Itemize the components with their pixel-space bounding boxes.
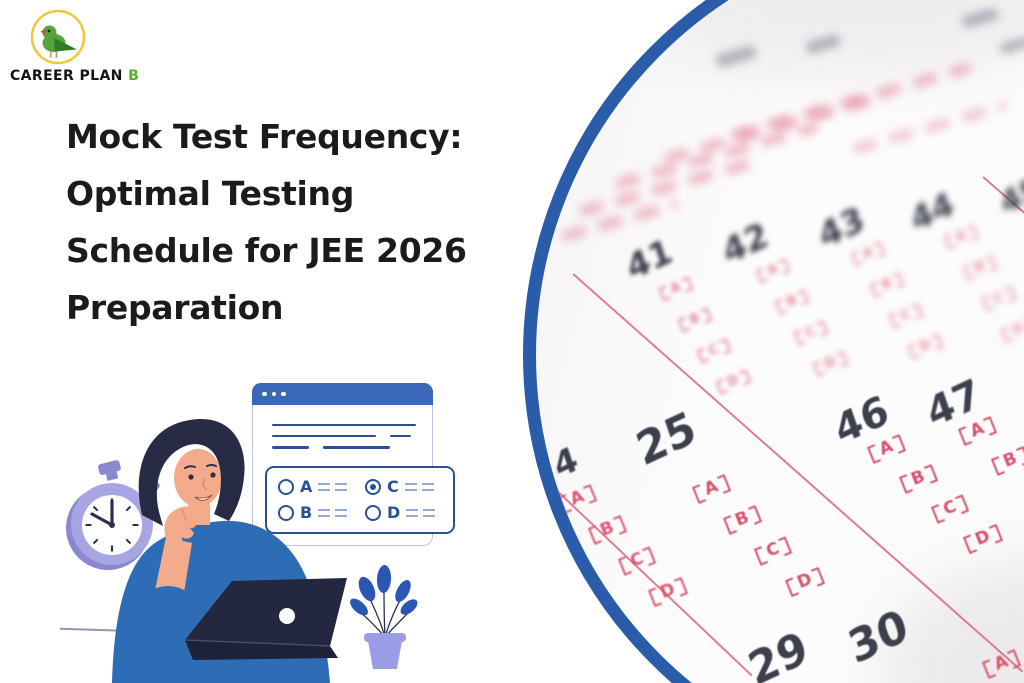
- omr-bubble: B: [774, 289, 809, 315]
- omr-question-number: 25: [630, 402, 703, 477]
- page-title-line: Preparation: [66, 288, 284, 327]
- omr-bubble: A: [850, 241, 886, 268]
- window-dot-icon: [271, 391, 276, 397]
- omr-bubble: D: [907, 333, 943, 360]
- omr-sheet-layer: 41ABCD42ABCD43ABCD44ABCD45ABCD4ABCD25ABC…: [536, 0, 1024, 683]
- quiz-options-card: A C B D: [265, 466, 455, 534]
- omr-question-number: 43: [813, 198, 870, 258]
- quiz-option-letter: C: [387, 477, 399, 496]
- page-title-line: Optimal Testing: [66, 174, 355, 213]
- omr-bubble: B: [962, 255, 997, 281]
- quiz-option-a: A: [278, 479, 355, 495]
- omr-bubble: B: [723, 504, 763, 535]
- omr-bubble: D: [963, 523, 1004, 555]
- omr-bubble: C: [888, 303, 923, 329]
- omr-bubble: B: [677, 307, 712, 333]
- text-line: [389, 435, 412, 438]
- radio-icon: [278, 505, 294, 521]
- omr-bubble: D: [1000, 316, 1024, 343]
- omr-bubble: A: [943, 224, 979, 251]
- quiz-option-b: B: [278, 505, 355, 521]
- answer-dashes: [406, 508, 439, 518]
- quiz-option-letter: B: [300, 503, 313, 522]
- omr-question-number: 29: [742, 622, 815, 683]
- omr-bubble: D: [715, 368, 751, 395]
- brand-name: CAREER PLAN B: [10, 68, 139, 84]
- page-title-line: Mock Test Frequency:: [66, 117, 463, 156]
- brand-name-accent: B: [128, 68, 140, 84]
- omr-bubble: C: [793, 320, 828, 346]
- bird-icon: [30, 9, 86, 65]
- answer-dashes: [318, 508, 351, 518]
- blurred-bubble-row: [851, 100, 1009, 155]
- browser-text-lines: [272, 424, 416, 458]
- page-title-line: Schedule for JEE 2026: [66, 231, 467, 270]
- quiz-option-d: D: [365, 505, 442, 521]
- omr-question-number: 45: [996, 171, 1024, 222]
- omr-bubble: C: [696, 338, 731, 364]
- omr-bubble: D: [812, 350, 848, 377]
- text-line: [272, 446, 310, 449]
- omr-bubble: B: [899, 463, 939, 494]
- omr-bubble: C: [754, 535, 793, 566]
- plant-icon: [350, 565, 418, 669]
- text-line: [323, 446, 390, 449]
- omr-bubble: A: [692, 473, 732, 505]
- text-line: [272, 424, 416, 427]
- omr-photo-circle: 41ABCD42ABCD43ABCD44ABCD45ABCD4ABCD25ABC…: [523, 0, 1024, 683]
- answer-dashes: [318, 482, 351, 492]
- radio-selected-icon: [365, 479, 381, 495]
- browser-titlebar: [252, 383, 433, 405]
- window-dot-icon: [281, 391, 286, 397]
- blurred-bubble-row: [614, 121, 820, 190]
- laptop-icon: [184, 578, 347, 660]
- omr-bubble: B: [869, 272, 904, 298]
- text-line: [272, 435, 376, 438]
- quiz-option-letter: D: [387, 503, 401, 522]
- omr-question-number: 41: [621, 230, 678, 290]
- omr-bubble: A: [658, 276, 694, 303]
- omr-question-number: 44: [905, 184, 959, 240]
- omr-bubble: B: [991, 445, 1024, 476]
- stopwatch-icon: [66, 460, 160, 570]
- radio-icon: [278, 479, 294, 495]
- omr-bubble: C: [931, 493, 970, 524]
- quiz-option-c: C: [365, 479, 442, 495]
- radio-icon: [365, 505, 381, 521]
- brand-name-primary: CAREER PLAN: [10, 68, 123, 84]
- answer-dashes: [404, 482, 437, 492]
- omr-bubble: D: [785, 566, 826, 598]
- omr-bubble: C: [981, 286, 1016, 312]
- omr-question-number: 4: [548, 438, 584, 488]
- omr-question-number: 42: [717, 214, 774, 274]
- page-title: Mock Test Frequency: Optimal Testing Sch…: [66, 108, 536, 336]
- omr-bubble: A: [755, 258, 791, 285]
- omr-bubble: C: [618, 545, 657, 576]
- quiz-option-letter: A: [300, 477, 313, 496]
- window-dot-icon: [262, 391, 267, 397]
